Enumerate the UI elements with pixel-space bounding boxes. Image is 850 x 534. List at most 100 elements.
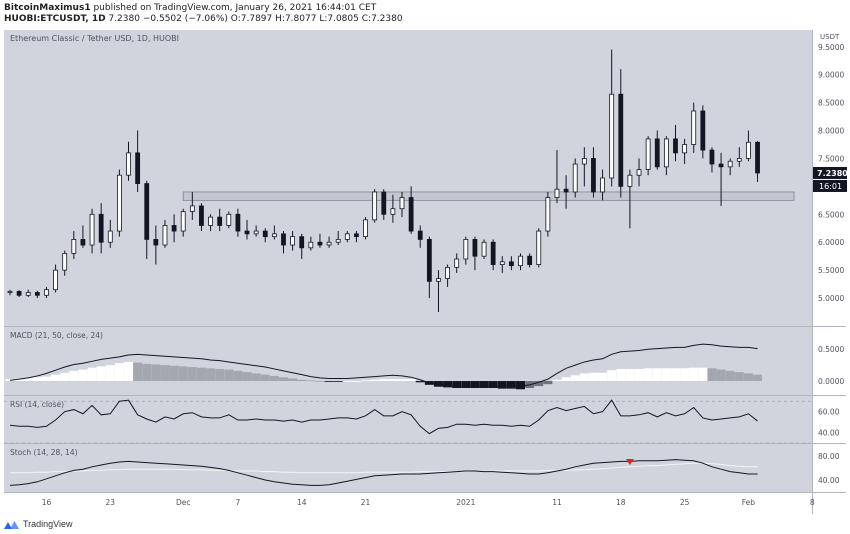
macd-histogram-bar (23, 377, 33, 382)
rsi-line (9, 399, 758, 435)
candle-body (153, 239, 159, 246)
candle-body (746, 141, 751, 159)
candle-body (344, 233, 350, 240)
macd-histogram-bar (114, 363, 124, 382)
macd-histogram-bar (689, 367, 699, 382)
candle-body (171, 225, 177, 232)
candle-body (16, 290, 22, 296)
macd-histogram-bar (242, 372, 252, 382)
candle-body (709, 149, 715, 165)
macd-histogram-bar (32, 377, 42, 382)
macd-histogram-bar (69, 370, 79, 382)
macd-histogram-bar (96, 366, 106, 382)
macd-histogram-bar (652, 368, 662, 382)
candle-body (445, 266, 450, 279)
candle-body (390, 208, 396, 215)
candle-body (727, 160, 733, 168)
macd-histogram-bar (105, 365, 115, 382)
macd-histogram-bar (743, 373, 753, 382)
macd-histogram-bar (142, 363, 152, 382)
tradingview-brand[interactable]: TradingView (23, 519, 73, 529)
macd-histogram-bar (406, 379, 416, 382)
candle-body (135, 152, 141, 184)
macd-histogram-bar (579, 373, 589, 382)
macd-histogram-bar (634, 368, 644, 382)
candle-body (80, 239, 86, 246)
candle-body (89, 213, 95, 246)
last-price-value: 7.2380 (108, 14, 140, 24)
candle-body (281, 233, 286, 246)
candle-body (736, 158, 742, 162)
candle-body (189, 205, 195, 212)
price-axis-tick-label: 9.5000 (818, 43, 844, 52)
macd-axis-tick-label: 0.0000 (818, 377, 844, 386)
panel-stoch-bg (4, 444, 812, 492)
macd-histogram-bar (461, 381, 471, 389)
macd-histogram-bar (433, 381, 443, 387)
price-axis-tick-label: 7.5000 (818, 154, 844, 163)
candle-body (718, 163, 724, 168)
candle-body (472, 239, 478, 257)
candle-body (144, 183, 150, 240)
candle-body (126, 152, 131, 176)
macd-histogram-bar (670, 368, 680, 382)
ohlc-close-label: C: (361, 14, 372, 24)
stoch-k-line (9, 459, 758, 486)
macd-panel-title: MACD (21, 50, close, 24) (10, 331, 103, 340)
time-axis-tick-label: Dec (176, 498, 191, 507)
time-axis-tick-label: 21 (361, 498, 371, 507)
candle-body (363, 219, 368, 238)
time-axis-tick-label: 18 (616, 498, 626, 507)
candle-body (354, 233, 359, 238)
macd-histogram-bar (753, 374, 763, 382)
macd-histogram-bar (160, 365, 170, 382)
chart-header: BitcoinMaximus1 published on TradingView… (0, 0, 850, 26)
ohlc-high-value: 7.8077 (284, 14, 317, 24)
macd-histogram-bar (51, 374, 61, 382)
macd-histogram-bar (588, 372, 598, 382)
macd-histogram-bar (506, 381, 516, 389)
macd-histogram-bar (415, 381, 425, 383)
candle-body (454, 258, 460, 268)
macd-histogram-bar (570, 375, 580, 382)
macd-histogram-bar (680, 368, 690, 382)
macd-histogram-bar (516, 381, 526, 390)
macd-histogram-bar (388, 379, 398, 382)
candle-body (663, 138, 669, 168)
candle-body (7, 290, 13, 293)
ohlc-low-value: 7.0805 (327, 14, 359, 24)
candle-body (518, 255, 523, 267)
macd-histogram-bar (288, 378, 298, 382)
macd-histogram-bar (206, 368, 216, 382)
ohlc-open-value: 7.7897 (240, 14, 273, 24)
panel-macd-bg (4, 327, 812, 395)
tradingview-logo-icon[interactable] (4, 519, 20, 530)
candle-body (618, 93, 624, 187)
candle-body (290, 236, 296, 246)
price-change-value: −0.5502 (−7.06%) (142, 14, 228, 24)
stoch-axis-tick-label: 80.00 (818, 452, 840, 461)
resistance-zone (182, 191, 795, 201)
macd-histogram-bar (479, 381, 489, 389)
macd-histogram-bar (725, 370, 735, 382)
macd-histogram-bar (361, 380, 371, 382)
macd-histogram-bar (124, 361, 134, 382)
time-axis-tick-label: Feb (742, 498, 756, 507)
publisher-name[interactable]: BitcoinMaximus1 (4, 3, 91, 13)
footer: TradingView (4, 516, 73, 532)
candle-body (271, 233, 277, 238)
candle-body (408, 197, 414, 232)
candle-body (199, 205, 204, 226)
candle-body (463, 239, 469, 260)
rsi-panel-title: RSI (14, close) (10, 400, 64, 409)
macd-histogram-bar (215, 368, 225, 382)
panel-price-bg (4, 30, 812, 326)
candle-body (426, 239, 432, 282)
candle-body (53, 269, 58, 291)
macd-histogram-bar (41, 376, 51, 382)
macd-histogram-bar (196, 367, 206, 382)
time-axis-tick-label: 7 (236, 498, 241, 507)
candle-body (98, 213, 104, 243)
macd-histogram-bar (470, 381, 480, 389)
